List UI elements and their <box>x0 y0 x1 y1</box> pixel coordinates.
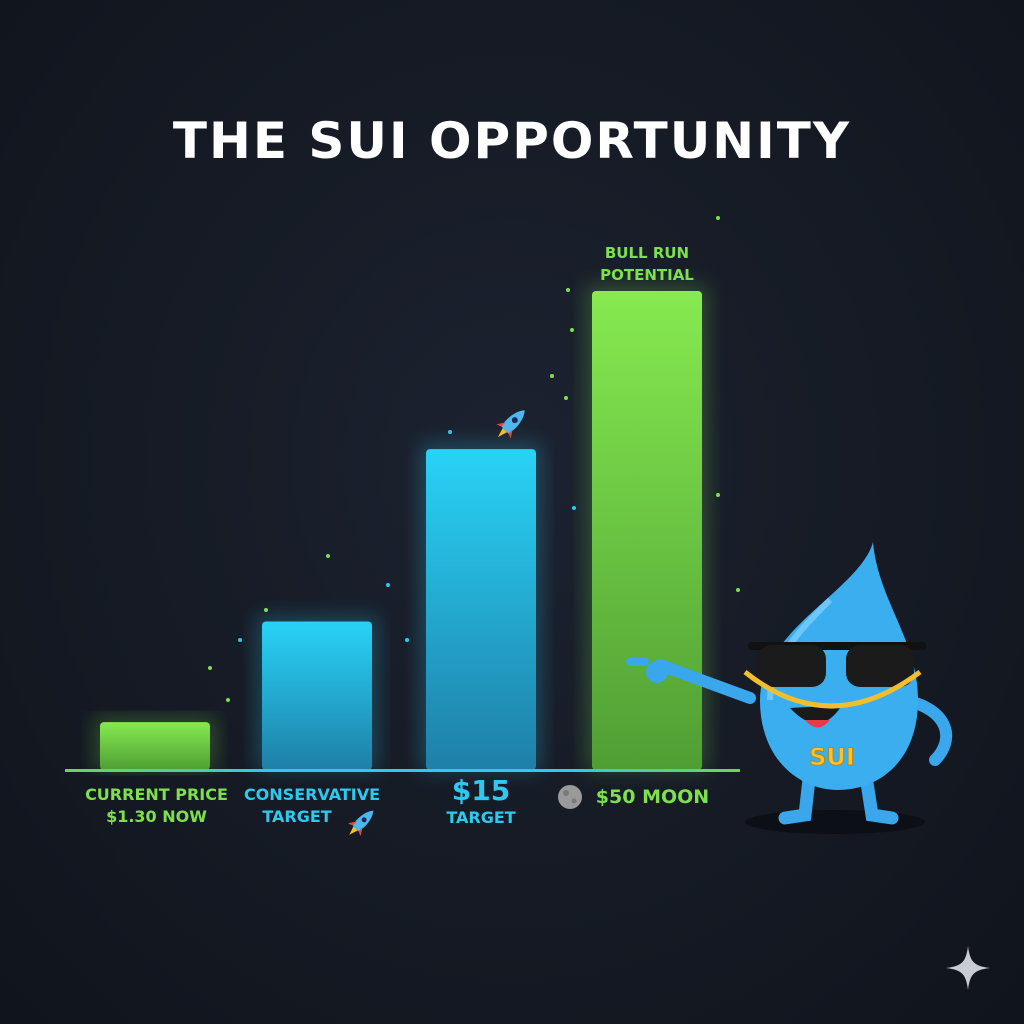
sparkle-dot <box>566 288 570 292</box>
bar2-label-line2: TARGET <box>262 807 332 826</box>
moon-icon <box>558 785 582 809</box>
bar1-label-line2: $1.30 NOW <box>106 807 207 826</box>
rocket-icon <box>496 410 525 439</box>
sparkle-dot <box>716 493 720 497</box>
bar-label-moon: $50 MOON <box>590 786 715 808</box>
sparkle-dot <box>570 328 574 332</box>
sparkle-dot <box>736 588 740 592</box>
sparkle-dot <box>448 430 452 434</box>
bull-run-line2: POTENTIAL <box>600 266 694 284</box>
svg-text:SUI: SUI <box>809 743 855 771</box>
bar2-label-line1: CONSERVATIVE <box>243 785 381 804</box>
sui-droplet-mascot: SUI <box>626 542 953 834</box>
sparkle-dot <box>386 583 390 587</box>
sparkle-dot <box>326 554 330 558</box>
bar-2 <box>262 621 372 770</box>
sparkle-dot <box>550 374 554 378</box>
sparkle-dot <box>264 608 268 612</box>
bar-4 <box>592 291 702 770</box>
bar1-label-line1: CURRENT PRICE <box>85 785 228 804</box>
sparkle-icon <box>946 946 990 990</box>
sparkle-dot <box>238 638 242 642</box>
baseline <box>65 769 740 772</box>
bar-label-current-price: CURRENT PRICE $1.30 NOW <box>74 784 239 828</box>
bar-label-conservative: CONSERVATIVE TARGET <box>232 784 392 828</box>
page-title: THE SUI OPPORTUNITY <box>172 112 852 170</box>
sparkle-dot <box>226 698 230 702</box>
sparkle-dot <box>572 506 576 510</box>
bull-run-line1: BULL RUN <box>604 244 690 262</box>
bull-run-label: BULL RUN POTENTIAL <box>572 242 722 286</box>
bar4-label: $50 MOON <box>595 786 710 808</box>
sparkle-dot <box>405 638 409 642</box>
sparkle-dot <box>716 216 720 220</box>
bar3-label-line1: $15 <box>451 774 511 807</box>
sparkle-dot <box>208 666 212 670</box>
bar-3 <box>426 449 536 770</box>
sparkle-dot <box>564 396 568 400</box>
bar-label-15-target: $15 TARGET <box>421 775 541 829</box>
bar3-label-line2: TARGET <box>446 808 516 827</box>
bar-1 <box>100 722 210 770</box>
